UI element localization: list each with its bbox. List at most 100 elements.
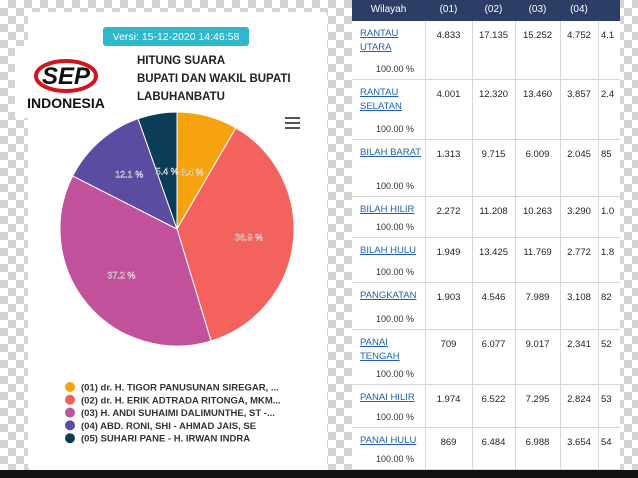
logo-ring <box>34 59 98 93</box>
pie-slice <box>137 111 178 230</box>
legend-label: (05) SUHARI PANE - H. IRWAN INDRA <box>81 434 250 445</box>
region-share: 100.00 % <box>376 267 415 277</box>
table-row: BILAH BARAT 100.00 % 1.313 9.715 6.009 2.045 8… <box>352 140 620 197</box>
vote-cell: 15.252 <box>522 30 553 41</box>
vote-cell: 6.009 <box>525 149 550 160</box>
header-cell: (02) <box>484 4 503 15</box>
region-link[interactable]: PANAI TENGAH <box>360 337 400 362</box>
vote-cell: 2.772 <box>567 247 591 258</box>
vote-cell: 2.341 <box>567 339 591 350</box>
header-cell: Wilayah <box>370 4 407 15</box>
region-share: 100.00 % <box>376 181 415 191</box>
vote-cell: 1.0 <box>601 206 615 217</box>
vote-cell: 9.017 <box>525 339 550 350</box>
region-share: 100.00 % <box>376 124 415 134</box>
vote-cell: 1.974 <box>436 394 461 405</box>
results-table: Wilayah (01) (02) (03) (04) RANTAU UTARA 100.0… <box>352 0 620 470</box>
data-label: 36.9 % <box>235 232 263 242</box>
vote-cell: 3.654 <box>567 437 591 448</box>
vote-cell: 52 <box>601 339 612 350</box>
header-cell: (04) <box>570 4 588 15</box>
vote-cell: 7.295 <box>525 394 550 405</box>
chart-title: HITUNG SUARA <box>137 55 225 67</box>
vote-cell: 4.001 <box>436 89 461 100</box>
vote-cell: 869 <box>440 437 457 448</box>
vote-cell: 7.989 <box>525 292 550 303</box>
region-link[interactable]: PANAI HULU <box>360 435 417 446</box>
pie-slice <box>176 127 295 342</box>
vote-cell: 1.8 <box>601 247 615 258</box>
region-link[interactable]: PANGKATAN <box>360 290 417 301</box>
table-row: BILAH HILIR 100.00 % 2.272 11.208 10.263 3.29… <box>352 197 620 238</box>
column-divider <box>425 0 426 470</box>
vote-cell: 82 <box>601 292 612 303</box>
table-row: RANTAU SELATAN 100.00 % 4.001 12.320 13.460 3… <box>352 80 620 140</box>
vote-cell: 4.752 <box>567 30 591 41</box>
legend-label: (02) dr. H. ERIK ADTRADA RITONGA, MKM... <box>81 395 281 406</box>
region-link[interactable]: BILAH BARAT <box>360 147 422 158</box>
region-share: 100.00 % <box>376 412 415 422</box>
vote-cell: 17.135 <box>478 30 509 41</box>
data-label: 12.1 % <box>115 169 143 179</box>
version: Versi: 15-12-2020 14:46:58 <box>113 31 240 43</box>
vote-cell: 2.4 <box>601 89 615 100</box>
column-divider <box>515 0 516 470</box>
legend-marker <box>65 394 75 405</box>
vote-cell: 6.077 <box>481 339 506 350</box>
region-link[interactable]: PANAI HILIR <box>360 392 415 403</box>
vote-cell: 4.1 <box>601 30 615 41</box>
vote-cell: 6.484 <box>481 437 506 448</box>
region-link[interactable]: BILAH HILIR <box>360 204 415 215</box>
table-row: PANAI HULU 100.00 % 869 6.484 6.988 3.654 54 <box>352 428 620 470</box>
vote-cell: 3.290 <box>567 206 591 217</box>
region-link[interactable]: RANTAU SELATAN <box>360 87 402 112</box>
logo-text: INDONESIA <box>27 95 105 111</box>
vote-cell: 53 <box>601 394 612 405</box>
legend-marker <box>65 407 75 418</box>
header-cell: (01) <box>439 4 458 15</box>
vote-cell: 4.546 <box>481 292 506 303</box>
vote-cell: 1.313 <box>436 149 461 160</box>
legend-marker <box>65 382 75 392</box>
vote-cell: 12.320 <box>478 89 509 100</box>
nav-bar <box>0 470 638 478</box>
region-share: 100.00 % <box>376 64 415 74</box>
column-divider <box>598 0 599 470</box>
region-share: 100.00 % <box>376 454 415 464</box>
chart-title: BUPATI DAN WAKIL BUPATI <box>137 73 291 85</box>
region-link[interactable]: RANTAU UTARA <box>360 28 399 53</box>
vote-cell: 6.988 <box>525 437 550 448</box>
region-link[interactable]: BILAH HULU <box>360 245 416 256</box>
logo-mark: SEP <box>42 63 91 90</box>
table-header: Wilayah (01) (02) (03) (04) <box>352 0 620 21</box>
vote-cell: 2.045 <box>567 149 591 160</box>
version-badge <box>103 27 249 46</box>
column-divider <box>560 0 561 470</box>
region-share: 100.00 % <box>376 369 415 379</box>
header-cell: (03) <box>528 4 547 15</box>
vote-cell: 13.425 <box>478 247 509 258</box>
pie-slice <box>59 175 212 347</box>
vote-cell: 13.460 <box>522 89 553 100</box>
vote-cell: 709 <box>440 339 457 350</box>
table-row: PANAI HILIR 100.00 % 1.974 6.522 7.295 2.824 5… <box>352 385 620 428</box>
data-label: 8.4 % <box>181 168 204 178</box>
chart-title: LABUHANBATU <box>137 91 225 103</box>
vote-cell: 10.263 <box>522 206 553 217</box>
legend-label: (03) H. ANDI SUHAIMI DALIMUNTHE, ST -... <box>81 408 275 419</box>
vote-cell: 9.715 <box>481 149 506 160</box>
vote-cell: 4.833 <box>436 30 461 41</box>
data-label: 5.4 % <box>156 166 179 176</box>
legend-marker <box>65 420 75 431</box>
legend-marker <box>65 433 75 444</box>
region-share: 100.00 % <box>376 222 415 232</box>
vote-cell: 11.769 <box>523 247 552 258</box>
logo-box <box>15 46 132 118</box>
region-share: 100.00 % <box>376 314 415 324</box>
data-label: 37.2 % <box>107 271 135 281</box>
vote-cell: 1.903 <box>436 292 461 303</box>
legend-label: (01) dr. H. TIGOR PANUSUNAN SIREGAR, ... <box>81 383 279 394</box>
vote-cell: 2.824 <box>567 394 591 405</box>
menu-icon[interactable] <box>285 117 300 129</box>
